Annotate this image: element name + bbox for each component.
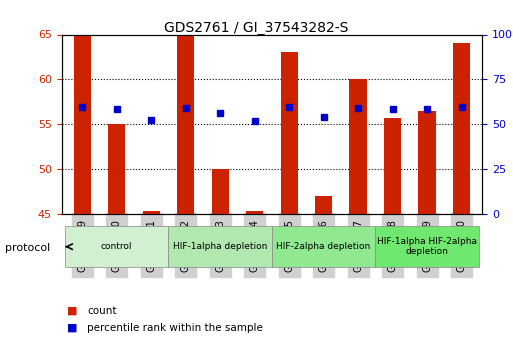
Text: HIF-1alpha HIF-2alpha
depletion: HIF-1alpha HIF-2alpha depletion	[377, 237, 477, 256]
Bar	[246, 211, 263, 214]
FancyBboxPatch shape	[168, 227, 272, 267]
Text: GDS2761 / GI_37543282-S: GDS2761 / GI_37543282-S	[164, 21, 349, 35]
Text: HIF-1alpha depletion: HIF-1alpha depletion	[173, 242, 267, 251]
Bar	[211, 169, 229, 214]
Bar	[281, 52, 298, 214]
Bar	[108, 124, 125, 214]
Bar	[143, 211, 160, 214]
Text: protocol: protocol	[5, 244, 50, 253]
FancyBboxPatch shape	[376, 227, 479, 267]
Text: percentile rank within the sample: percentile rank within the sample	[87, 323, 263, 333]
Text: control: control	[101, 242, 132, 251]
FancyBboxPatch shape	[65, 227, 168, 267]
Bar	[177, 34, 194, 214]
Text: count: count	[87, 306, 117, 315]
Text: HIF-2alpha depletion: HIF-2alpha depletion	[277, 242, 371, 251]
Bar	[453, 43, 470, 214]
Bar	[349, 79, 367, 214]
Bar	[315, 196, 332, 214]
Text: ■: ■	[67, 323, 77, 333]
Text: ■: ■	[67, 306, 77, 315]
Bar	[384, 118, 401, 214]
Bar	[74, 34, 91, 214]
Bar	[419, 111, 436, 214]
FancyBboxPatch shape	[272, 227, 376, 267]
